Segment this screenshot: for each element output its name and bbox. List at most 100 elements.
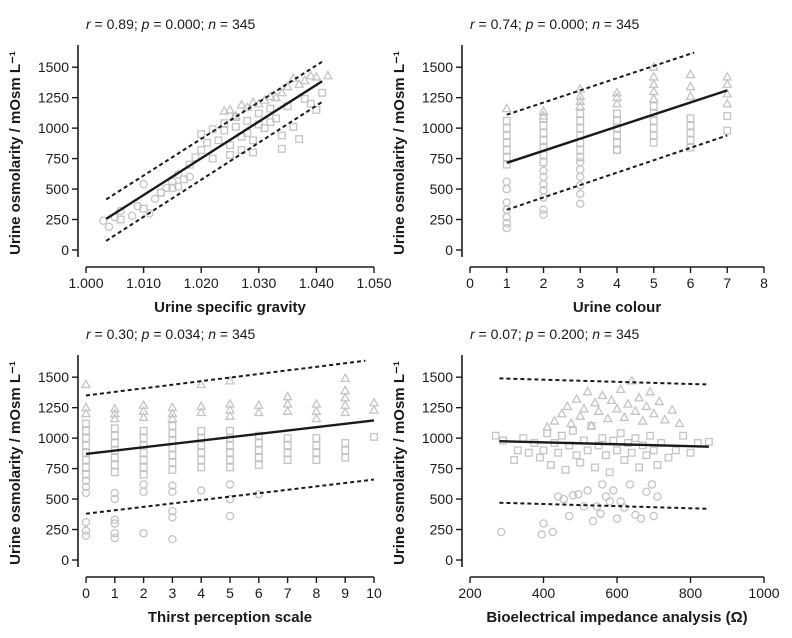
data-point-square: [110, 431, 119, 440]
data-point-square: [312, 448, 321, 457]
data-point-square: [277, 144, 286, 153]
data-point-square: [220, 126, 229, 135]
data-point-circle: [539, 205, 548, 215]
data-point-square: [568, 426, 577, 435]
data-point-square: [254, 431, 263, 440]
y-tick-label: 1500: [38, 59, 69, 75]
x-tick-label: 9: [341, 585, 349, 601]
data-point-triangle: [633, 392, 645, 402]
data-point-triangle: [109, 403, 120, 413]
prediction-lower-line: [506, 134, 728, 211]
data-point-square: [341, 439, 350, 447]
data-point-square: [613, 446, 621, 455]
data-point-square: [82, 456, 90, 465]
data-point-square: [539, 136, 548, 145]
data-point-triangle: [224, 410, 236, 420]
data-point-square: [226, 441, 234, 450]
data-point-triangle: [538, 105, 549, 115]
data-point-square: [168, 183, 177, 192]
y-tick-label: 1000: [38, 430, 69, 446]
data-point-circle: [576, 181, 585, 190]
y-tick-label: 500: [430, 491, 454, 507]
data-point-triangle: [270, 92, 282, 102]
data-point-circle: [496, 527, 506, 537]
data-point-triangle: [242, 101, 253, 112]
data-point-triangle: [501, 103, 512, 113]
data-point-square: [620, 456, 629, 465]
data-point-square: [642, 451, 651, 460]
data-point-square: [649, 102, 658, 111]
regression-line: [85, 419, 375, 456]
data-point-square: [156, 188, 165, 197]
data-point-triangle: [575, 100, 586, 110]
data-point-square: [572, 451, 581, 460]
data-point-square: [539, 129, 548, 137]
data-point-circle: [576, 172, 585, 182]
data-point-square: [686, 136, 695, 145]
data-point-circle: [642, 487, 651, 496]
data-point-triangle: [648, 61, 659, 71]
data-point-square: [502, 116, 511, 125]
data-point-square: [576, 116, 585, 125]
data-point-square: [613, 131, 621, 140]
data-point-square: [723, 126, 732, 135]
data-point-square: [226, 456, 234, 465]
data-point-square: [539, 158, 548, 167]
data-point-square: [605, 468, 614, 477]
y-tick-label: 1500: [422, 59, 453, 75]
data-point-square: [283, 434, 292, 443]
data-point-circle: [162, 183, 171, 193]
y-tick-label: 1250: [422, 90, 453, 106]
data-point-triangle: [722, 98, 733, 108]
data-point-circle: [185, 172, 194, 182]
data-point-circle: [81, 488, 91, 498]
x-tick-label: 4: [197, 585, 205, 601]
x-tick-label: 1: [111, 585, 119, 601]
data-point-triangle: [648, 408, 659, 418]
regression-line: [499, 439, 709, 448]
data-point-triangle: [80, 408, 92, 418]
data-point-circle: [625, 480, 635, 489]
data-point-square: [370, 432, 378, 441]
data-point-square: [168, 451, 177, 460]
data-point-square: [664, 453, 673, 462]
x-tick-label: 1.000: [68, 275, 103, 291]
data-point-square: [266, 118, 275, 126]
y-tick-label: 0: [61, 242, 69, 258]
data-point-square: [197, 448, 206, 457]
data-point-square: [519, 434, 528, 443]
x-tick-label: 3: [169, 585, 177, 601]
data-point-square: [300, 94, 309, 103]
data-point-square: [82, 463, 90, 472]
data-point-square: [82, 419, 90, 428]
data-point-square: [649, 116, 658, 125]
data-point-triangle: [282, 405, 293, 415]
data-point-square: [649, 124, 658, 133]
data-point-triangle: [196, 378, 207, 389]
data-point-triangle: [722, 88, 733, 98]
data-point-circle: [225, 494, 235, 504]
data-point-circle: [168, 487, 177, 496]
x-tick-label: 2: [540, 275, 548, 291]
data-point-square: [594, 441, 603, 450]
x-tick-label: 400: [532, 585, 556, 601]
data-point-triangle: [685, 81, 696, 91]
data-point-square: [283, 456, 292, 465]
y-axis-title: Urine osmolarity / mOsm L⁻¹: [391, 361, 408, 565]
data-point-square: [226, 150, 234, 159]
data-point-square: [306, 99, 315, 108]
data-point-circle: [576, 165, 585, 174]
data-point-square: [231, 122, 240, 131]
data-point-square: [723, 111, 732, 120]
y-tick-label: 250: [46, 522, 70, 538]
data-point-square: [266, 104, 275, 113]
stats-annotation: r = 0.30; p = 0.034; n = 345: [86, 326, 256, 342]
data-point-square: [510, 456, 519, 465]
data-point-circle: [502, 177, 511, 186]
x-tick-label: 3: [576, 275, 584, 291]
data-point-circle: [649, 511, 659, 521]
data-point-triangle: [224, 104, 236, 114]
x-tick-label: 1.020: [184, 275, 219, 291]
